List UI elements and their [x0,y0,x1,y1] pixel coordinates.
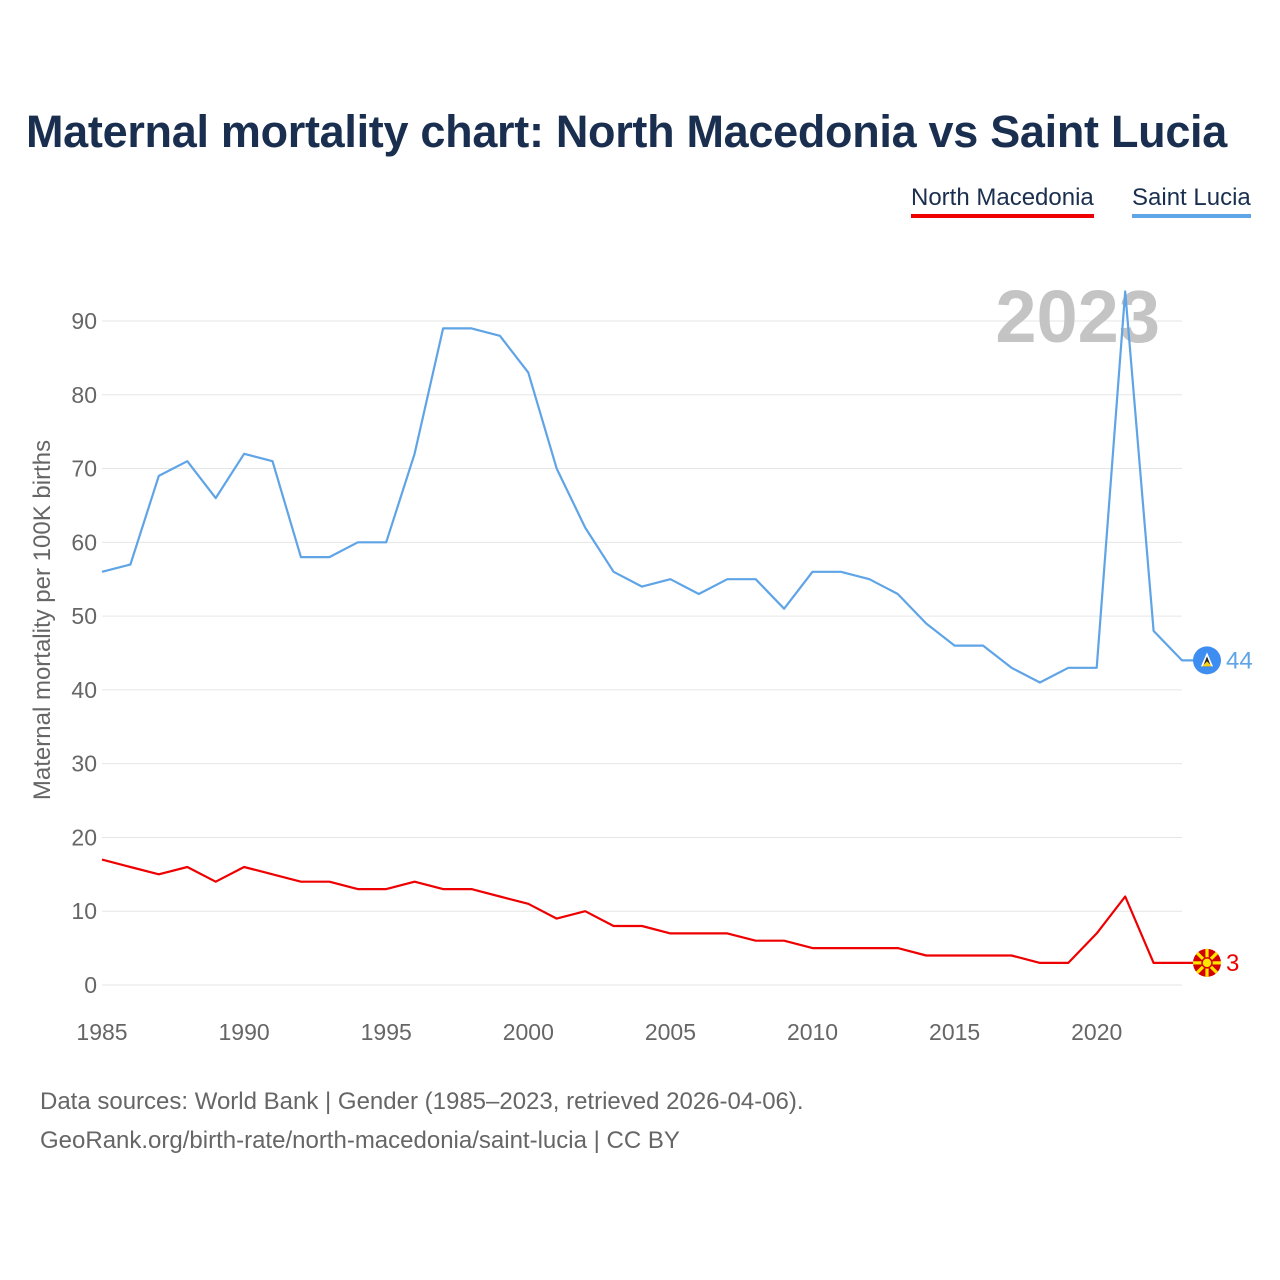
series-end-label: 44 [1226,647,1253,674]
x-axis-ticks: 1985 1990 1995 2000 2005 2010 2015 2020 [76,1019,1122,1045]
y-tick-label: 70 [71,456,97,482]
y-tick-label: 0 [84,972,97,998]
series-line-north-macedonia[interactable] [101,858,1200,965]
y-axis-ticks: 0 10 20 30 40 50 60 70 80 90 [71,308,97,998]
y-tick-label: 90 [71,308,97,334]
x-tick-label: 2010 [787,1019,838,1045]
x-tick-label: 2020 [1071,1019,1122,1045]
legend-item-north-macedonia[interactable]: North Macedonia [911,184,1094,218]
north-macedonia-flag-icon [1193,948,1221,977]
series-lines [101,290,1200,965]
y-tick-label: 80 [71,382,97,408]
saint-lucia-flag-icon [1193,646,1221,675]
series-line-saint-lucia[interactable] [101,290,1200,684]
x-tick-label: 2005 [645,1019,696,1045]
x-tick-label: 2015 [929,1019,980,1045]
chart-title: Maternal mortality chart: North Macedoni… [26,106,1227,157]
y-tick-label: 50 [71,603,97,629]
grid-lines [102,320,1182,986]
x-tick-label: 1995 [361,1019,412,1045]
x-tick-label: 1990 [219,1019,270,1045]
y-tick-label: 40 [71,677,97,703]
footer-source: Data sources: World Bank | Gender (1985–… [40,1088,804,1115]
line-chart: 0 10 20 30 40 50 60 70 80 90 1985 1990 1995 2000 2005… [29,275,1253,1045]
series-end-label: 3 [1226,950,1239,977]
y-tick-label: 30 [71,751,97,777]
legend-item-saint-lucia[interactable]: Saint Lucia [1132,184,1251,218]
x-tick-label: 2000 [503,1019,554,1045]
series-end-markers: 3 44 [1193,646,1253,977]
y-tick-label: 60 [71,529,97,555]
footer-link[interactable]: GeoRank.org/birth-rate/north-macedonia/s… [40,1127,680,1154]
y-tick-label: 20 [71,824,97,850]
year-watermark: 2023 [995,275,1160,358]
y-tick-label: 10 [71,898,97,924]
y-axis-label: Maternal mortality per 100K births [29,440,56,800]
x-tick-label: 1985 [76,1019,127,1045]
